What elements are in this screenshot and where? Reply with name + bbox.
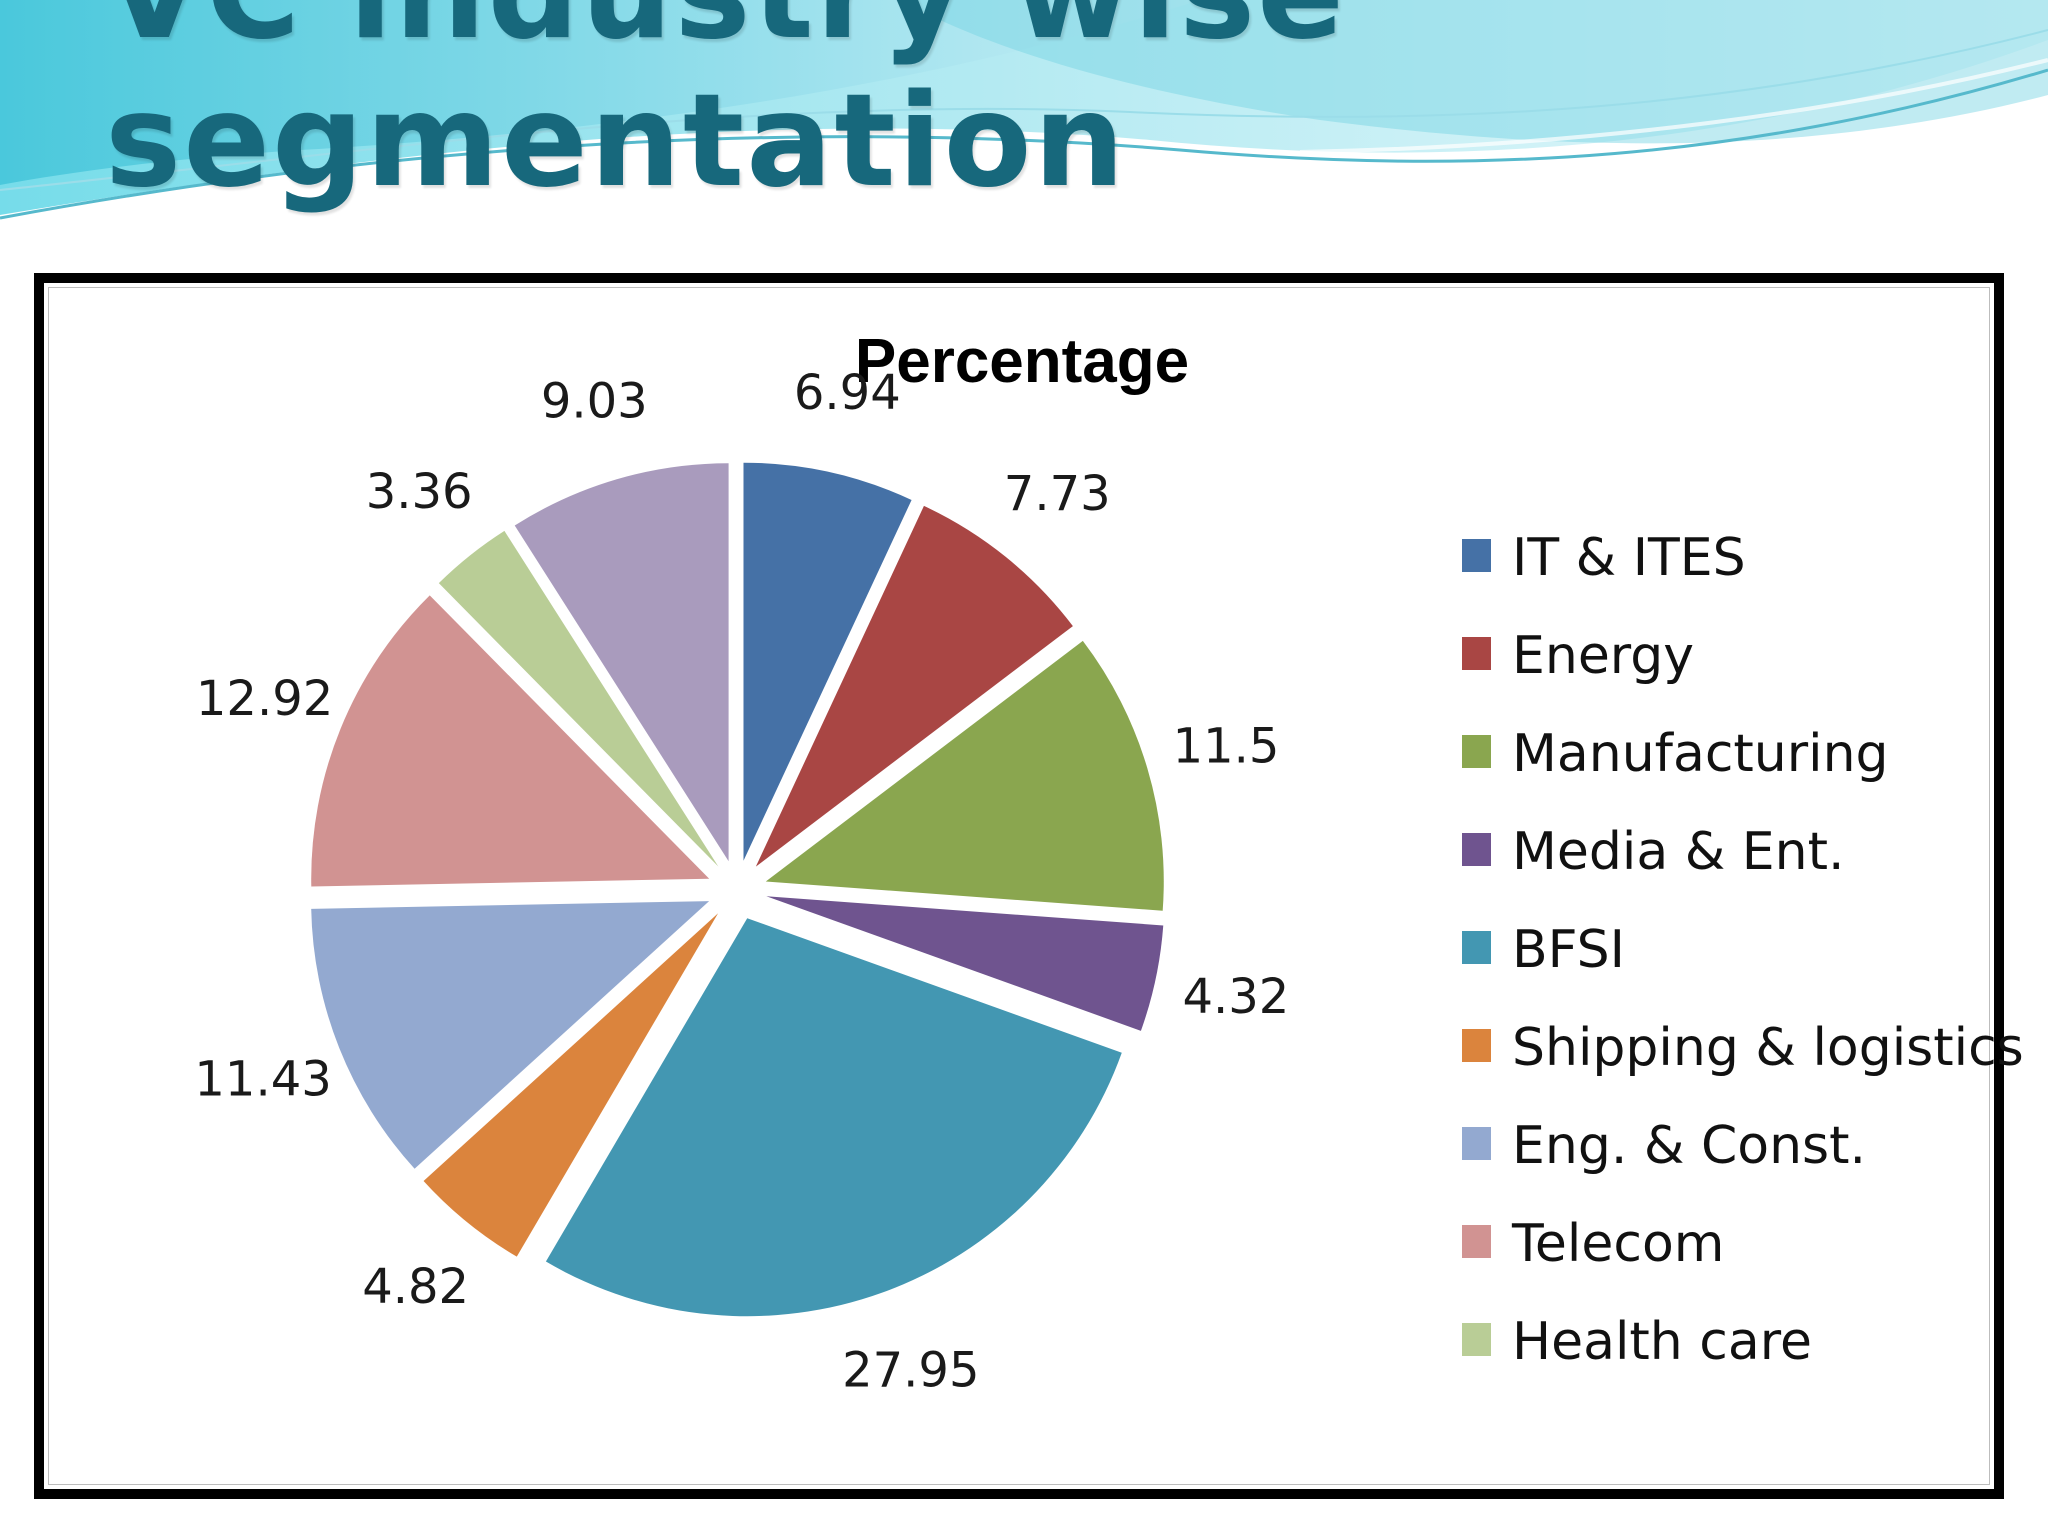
legend-label-2: Energy	[1512, 626, 1694, 686]
pie-slice-8	[311, 595, 710, 887]
data-label-4: 4.32	[1182, 969, 1289, 1025]
data-label-1: 6.94	[794, 365, 901, 421]
chart-title: Percentage	[855, 327, 1189, 396]
pie-slice-2	[755, 505, 1073, 867]
pie-slice-6	[423, 913, 719, 1257]
chart-inner-border	[48, 287, 1990, 1485]
legend-label-3: Manufacturing	[1512, 724, 1889, 784]
data-label-7: 11.43	[194, 1051, 331, 1107]
legend-label-5: BFSI	[1512, 920, 1625, 980]
legend-swatch-8	[1462, 1225, 1491, 1258]
legend-label-6: Shipping & logistics	[1512, 1018, 2024, 1078]
pie-slice-10	[514, 463, 729, 862]
legend-swatch-1	[1462, 539, 1491, 572]
pie-slice-1	[743, 462, 912, 861]
data-label-5: 27.95	[842, 1342, 979, 1398]
legend-swatch-6	[1462, 1029, 1491, 1062]
pie-data-labels: 6.94 7.73 11.5 4.32 27.95 4.82 11.43 12.92 3.36 9…	[194, 365, 1289, 1398]
data-label-8: 12.92	[196, 671, 333, 727]
pie-slice-9	[438, 530, 719, 867]
legend-label-9: Health care	[1512, 1312, 1812, 1372]
legend-swatch-9	[1462, 1323, 1491, 1356]
pie-slice-3	[765, 640, 1164, 911]
legend-swatch-4	[1462, 833, 1491, 866]
legend-label-7: Eng. & Const.	[1512, 1116, 1866, 1176]
pie-slice-5	[545, 918, 1122, 1317]
legend-swatch-3	[1462, 735, 1491, 768]
legend-label-4: Media & Ent.	[1512, 822, 1845, 882]
legend-label-1: IT & ITES	[1512, 528, 1746, 588]
data-label-10: 9.03	[541, 373, 648, 429]
slide-title: VC industry wise segmentation	[105, 0, 1344, 216]
chart-legend: IT & ITES Energy Manufacturing Media & Ent.…	[1462, 528, 2024, 1372]
pie-slice-4	[766, 896, 1164, 1031]
legend-label-8: Telecom	[1511, 1214, 1724, 1274]
data-label-3: 11.5	[1173, 718, 1280, 774]
pie-slices	[311, 462, 1164, 1317]
pie-slice-7	[311, 901, 710, 1169]
data-label-9: 3.36	[366, 464, 473, 520]
legend-swatch-2	[1462, 637, 1491, 670]
data-label-2: 7.73	[1004, 466, 1111, 522]
data-label-6: 4.82	[362, 1259, 469, 1315]
legend-swatch-5	[1462, 931, 1491, 964]
legend-swatch-7	[1462, 1127, 1491, 1160]
